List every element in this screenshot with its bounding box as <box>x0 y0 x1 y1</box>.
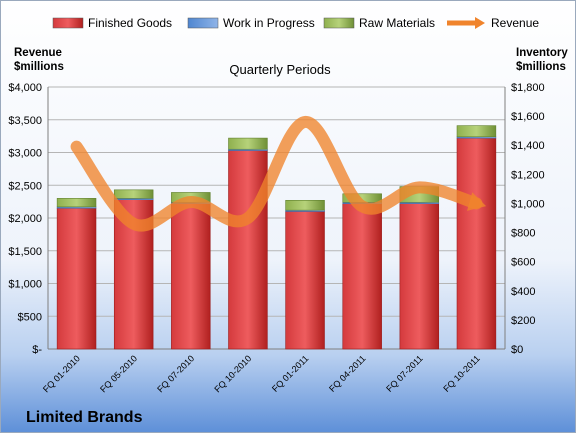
company-name: Limited Brands <box>26 409 143 426</box>
left-axis-label-line2: $millions <box>14 61 64 73</box>
left-tick-label: $3,500 <box>8 115 42 127</box>
finished-goods-bar <box>456 137 497 350</box>
raw-materials-bar <box>285 200 325 211</box>
legend-arrow-revenue <box>475 17 485 29</box>
left-tick-label: $- <box>32 344 42 356</box>
right-tick-label: $1,600 <box>511 111 545 123</box>
finished-goods-bar <box>285 211 325 350</box>
left-tick-label: $1,000 <box>8 279 42 291</box>
finished-goods-bar <box>56 207 97 350</box>
left-tick-label: $4,000 <box>8 82 42 94</box>
legend-key-finished-goods <box>52 17 84 29</box>
legend-key-work-in-progress <box>187 17 219 29</box>
raw-materials-bar <box>56 198 97 208</box>
raw-materials-bar <box>456 125 497 138</box>
raw-materials-bar <box>113 189 154 199</box>
left-tick-label: $3,000 <box>8 148 42 160</box>
right-tick-label: $400 <box>511 286 535 298</box>
right-axis-label-line1: Inventory <box>516 47 568 59</box>
chart-title: Quarterly Periods <box>229 62 331 77</box>
right-tick-label: $1,200 <box>511 169 545 181</box>
legend-label: Finished Goods <box>88 16 172 30</box>
legend-label: Raw Materials <box>359 16 435 30</box>
right-tick-label: $200 <box>511 315 535 327</box>
finished-goods-bar <box>342 203 382 350</box>
right-tick-label: $1,000 <box>511 198 545 210</box>
finished-goods-bar <box>228 150 268 350</box>
right-tick-label: $1,800 <box>511 82 545 94</box>
right-tick-label: $800 <box>511 228 535 240</box>
legend-label: Revenue <box>491 16 539 30</box>
left-tick-label: $1,500 <box>8 246 42 258</box>
raw-materials-bar <box>228 137 268 150</box>
right-axis-label-line2: $millions <box>516 61 566 73</box>
legend-label: Work in Progress <box>223 16 315 30</box>
revenue-arrowhead <box>467 192 487 211</box>
left-axis-label-line1: Revenue <box>14 47 62 59</box>
finished-goods-bar <box>399 203 440 350</box>
legend: Finished Goods Work in Progress Raw Materi… <box>52 16 539 30</box>
right-tick-label: $600 <box>511 257 535 269</box>
finished-goods-bar <box>171 203 211 350</box>
right-tick-label: $1,400 <box>511 140 545 152</box>
revenue-line <box>70 115 483 232</box>
right-tick-label: $0 <box>511 344 523 356</box>
left-tick-label: $2,000 <box>8 213 42 225</box>
legend-key-raw-materials <box>323 17 355 29</box>
left-tick-label: $500 <box>18 311 42 323</box>
left-tick-label: $2,500 <box>8 180 42 192</box>
